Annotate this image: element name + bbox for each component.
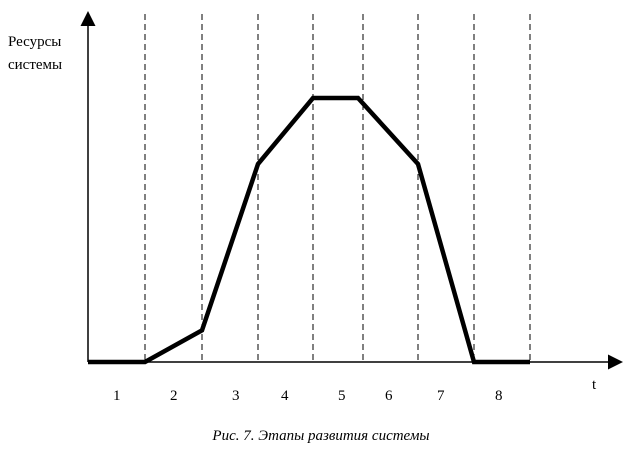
- stage-label: 2: [170, 388, 178, 404]
- stage-label: 7: [437, 388, 445, 404]
- stage-label: 5: [338, 388, 346, 404]
- y-axis-label-line-2: системы: [8, 57, 62, 73]
- stage-label: 4: [281, 388, 289, 404]
- stage-label: 6: [385, 388, 393, 404]
- figure-caption: Рис. 7. Этапы развития системы: [211, 428, 429, 444]
- x-axis-label: t: [592, 377, 597, 393]
- resource-curve: [88, 95, 530, 365]
- stage-label: 8: [495, 388, 503, 404]
- stage-label: 1: [113, 388, 121, 404]
- stage-label: 3: [232, 388, 240, 404]
- y-axis-label-line-1: Ресурсы: [8, 34, 61, 50]
- stage-labels: 1 2 3 4 5 6 7 8: [113, 388, 503, 404]
- stage-boundaries: [144, 14, 531, 362]
